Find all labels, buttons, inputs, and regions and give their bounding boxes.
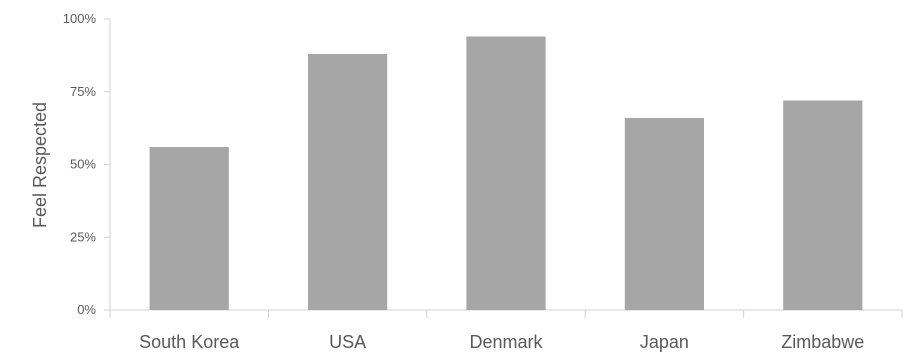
bar bbox=[308, 53, 388, 311]
y-tick-label: 100% bbox=[63, 11, 97, 26]
y-tick-label: 75% bbox=[70, 84, 96, 99]
y-axis-title: Feel Respected bbox=[30, 102, 50, 228]
x-category-label: Zimbabwe bbox=[781, 332, 864, 352]
bar bbox=[149, 147, 229, 310]
x-category-label: Japan bbox=[640, 332, 689, 352]
y-tick-label: 0% bbox=[77, 302, 96, 317]
bar bbox=[783, 100, 863, 310]
x-category-label: USA bbox=[329, 332, 366, 352]
y-tick-label: 25% bbox=[70, 229, 96, 244]
bar bbox=[466, 36, 546, 311]
y-tick-label: 50% bbox=[70, 157, 96, 172]
bar bbox=[624, 117, 704, 310]
x-category-label: South Korea bbox=[139, 332, 240, 352]
x-category-label: Denmark bbox=[469, 332, 543, 352]
